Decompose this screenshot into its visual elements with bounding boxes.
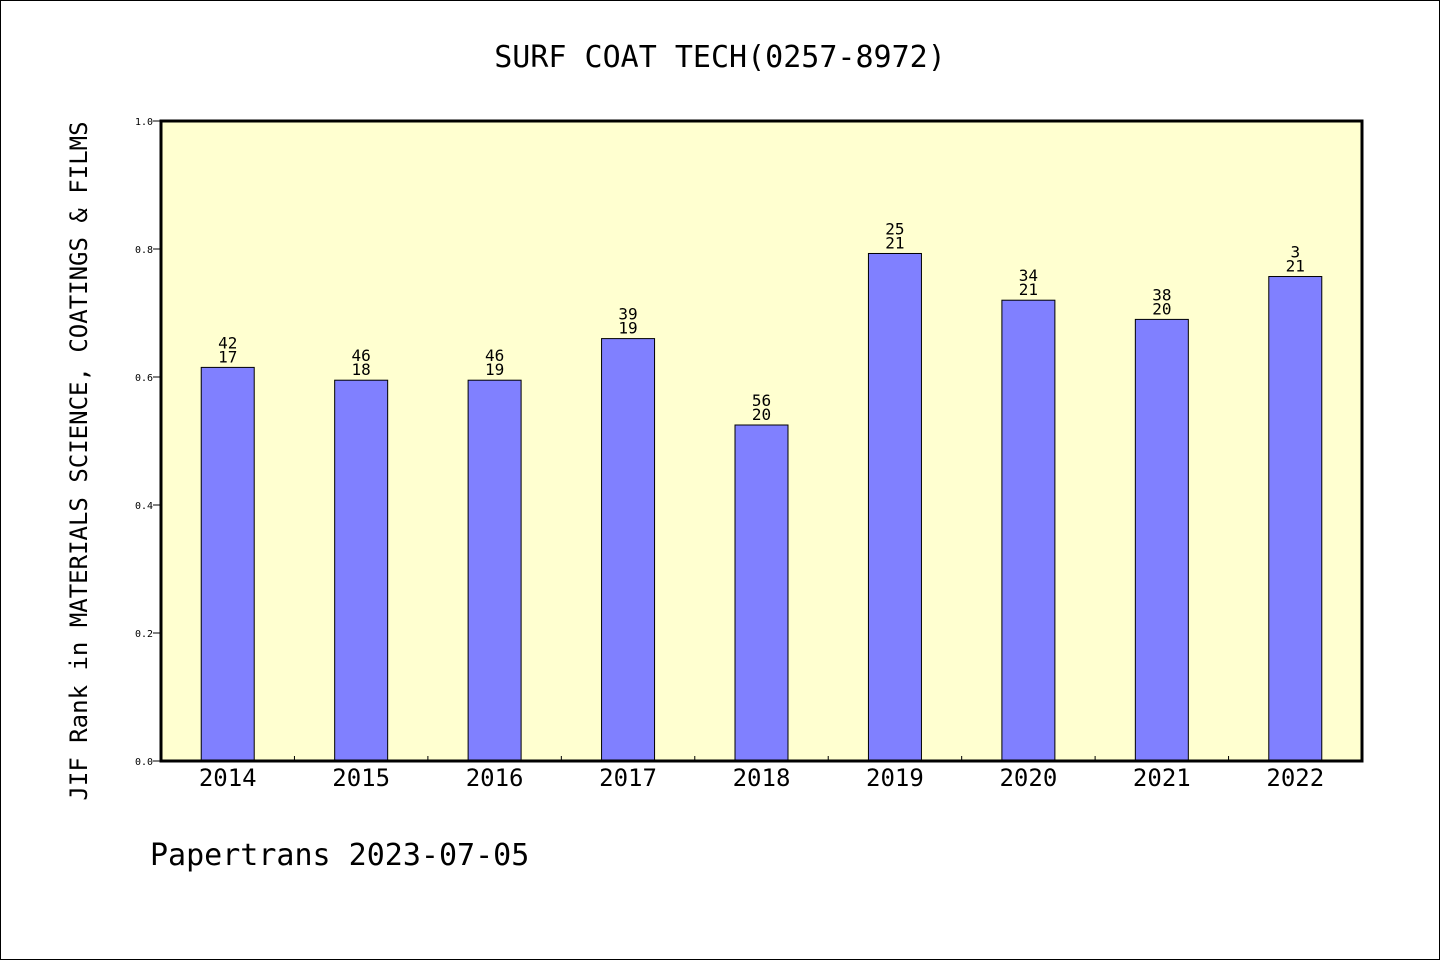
y-tick-label: 1.0 [135, 117, 153, 128]
bar-label-top: 34 [1019, 266, 1038, 285]
bar-label-bottom: 18 [352, 360, 371, 379]
bar [334, 379, 389, 762]
y-tick-label: 0.4 [135, 501, 153, 512]
bar-label-bottom: 21 [1019, 280, 1038, 299]
bar-label-top: 39 [618, 305, 637, 324]
bar [734, 424, 789, 762]
bar [200, 366, 255, 762]
bar [1268, 276, 1323, 762]
bar [1001, 299, 1056, 762]
x-tick-label: 2019 [866, 764, 924, 792]
bar [867, 252, 922, 762]
bar-label-top: 38 [1152, 285, 1171, 304]
bar-label-top: 3 [1290, 243, 1300, 262]
x-tick-label: 2016 [466, 764, 524, 792]
y-tick-label: 0.0 [135, 757, 153, 768]
bar-label-top: 42 [218, 333, 237, 352]
x-tick-label: 2015 [332, 764, 390, 792]
bar-label-bottom: 19 [618, 319, 637, 338]
x-tick-label: 2021 [1133, 764, 1191, 792]
bar-label-top: 46 [352, 346, 371, 365]
x-tick-label: 2022 [1266, 764, 1324, 792]
bar [467, 379, 522, 762]
y-axis: 0.0 0.2 0.4 0.6 0.8 1.0 [135, 117, 161, 768]
plot-border [159, 119, 1364, 763]
y-tick-label: 0.8 [135, 245, 153, 256]
x-tick-label: 2014 [199, 764, 257, 792]
bar-label-bottom: 17 [218, 347, 237, 366]
x-axis: 2014 2015 2016 2017 2018 2019 2020 2021 2022 [199, 756, 1324, 792]
bar [1134, 318, 1189, 762]
bar-label-top: 46 [485, 346, 504, 365]
y-axis-label: JIF Rank in MATERIALS SCIENCE, COATINGS … [65, 121, 93, 800]
x-tick-label: 2018 [733, 764, 791, 792]
x-tick-label: 2017 [599, 764, 657, 792]
bar [601, 338, 656, 762]
bar-label-bottom: 21 [885, 233, 904, 252]
bar-label-top: 25 [885, 219, 904, 238]
bar-label-top: 56 [752, 391, 771, 410]
chart-title: SURF COAT TECH(0257-8972) [494, 40, 946, 75]
bar-label-bottom: 19 [485, 360, 504, 379]
bar-label-bottom: 20 [752, 405, 771, 424]
footer-text: Papertrans 2023-07-05 [150, 838, 529, 873]
bar-label-bottom: 21 [1286, 257, 1305, 276]
bar-label-bottom: 20 [1152, 299, 1171, 318]
x-tick-label: 2020 [999, 764, 1057, 792]
y-tick-label: 0.2 [135, 629, 153, 640]
y-tick-label: 0.6 [135, 373, 153, 384]
